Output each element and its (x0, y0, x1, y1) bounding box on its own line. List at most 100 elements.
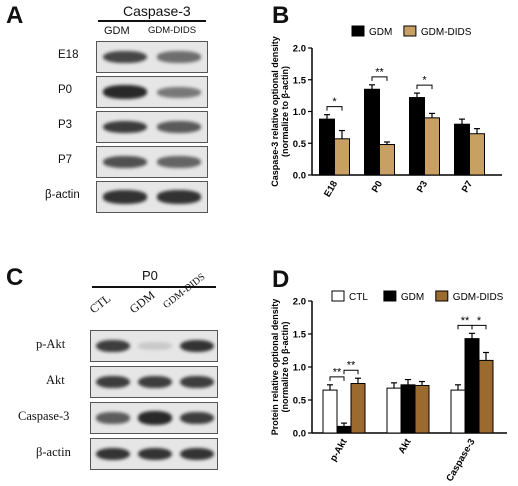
protein-band (103, 85, 147, 99)
y-tick-label: 0.5 (293, 396, 307, 407)
protein-band (138, 411, 172, 425)
y-tick-label: 0.0 (293, 171, 306, 182)
bar (319, 118, 335, 176)
significance-label: * (332, 96, 337, 108)
bar (478, 359, 494, 434)
panel-a-row-label: E18 (58, 49, 79, 61)
y-tick-label: 2.0 (293, 297, 306, 308)
legend-swatch (331, 290, 345, 302)
panel-c-header: P0 (142, 268, 158, 283)
bar (322, 389, 338, 434)
y-axis-label: Protein relative optional density (270, 299, 280, 436)
significance-label: * (422, 75, 427, 87)
bar (400, 384, 416, 434)
protein-band (138, 447, 172, 461)
protein-band (157, 86, 201, 98)
x-tick-label: P0 (370, 179, 385, 195)
protein-band (103, 190, 147, 204)
bar (454, 123, 470, 176)
significance-label: ** (461, 315, 470, 327)
significance-bracket (371, 76, 388, 81)
panel-a-header: Caspase-3 (123, 3, 191, 19)
bar (424, 117, 440, 176)
panel-c-row-label: p-Akt (36, 337, 66, 351)
panel-d-letter: D (272, 266, 290, 293)
panel-c-letter: C (6, 264, 24, 291)
panel-a-column-label: GDM-DIDS (148, 25, 197, 36)
protein-band (96, 339, 130, 353)
panel-c-row-label: Caspase-3 (18, 409, 70, 423)
x-tick-label: Akt (396, 436, 414, 455)
panel-a-row-label: P0 (58, 84, 73, 96)
y-tick-label: 0.0 (293, 429, 306, 440)
y-axis-label: (normalize to β-actin) (280, 66, 290, 157)
protein-band (180, 339, 214, 353)
panel-a-letter: A (6, 2, 24, 29)
protein-band (180, 375, 214, 389)
bar-chart-panel-d: Protein relative optional density (normal… (270, 290, 507, 482)
panel-c-column-label: GDM-DIDS (161, 271, 208, 311)
legend-swatch (383, 290, 397, 302)
x-tick-label: Caspase-3 (444, 437, 477, 482)
protein-band (180, 447, 214, 461)
legend-swatch (351, 25, 365, 37)
panel-a-header-underline (98, 20, 206, 22)
significance-label: * (477, 315, 482, 327)
protein-band (96, 412, 130, 424)
protein-band (96, 447, 130, 461)
panel-c-column-label: CTL (86, 291, 114, 317)
bar (414, 384, 430, 434)
protein-band (157, 51, 201, 63)
significance-bracket (329, 376, 345, 381)
panel-a-row-label: β-actin (45, 189, 80, 201)
legend-swatch (403, 25, 417, 37)
legend-swatch (435, 290, 449, 302)
protein-band (96, 375, 130, 389)
panel-a-column-label: GDM (104, 25, 130, 37)
y-tick-label: 1.0 (293, 107, 306, 118)
bar (464, 338, 480, 434)
y-axis-label: (normalize to β-actin) (280, 321, 290, 412)
legend-label: GDM-DIDS (453, 292, 504, 303)
panel-a-blot-strip (96, 41, 208, 73)
x-tick-label: P3 (415, 179, 430, 195)
bar (386, 387, 402, 434)
panel-a-row-label: P7 (58, 154, 73, 166)
protein-band (138, 375, 172, 389)
bar (450, 389, 466, 434)
panel-c-blot-strip (90, 366, 218, 398)
bar (409, 97, 425, 176)
protein-band (157, 156, 201, 168)
x-tick-label: E18 (322, 179, 340, 199)
x-tick-label: P7 (460, 179, 475, 195)
significance-label: ** (347, 360, 356, 372)
legend-label: CTL (349, 292, 368, 303)
y-tick-label: 0.5 (293, 139, 307, 150)
panel-c-blot-strip (90, 402, 218, 434)
bar (334, 138, 350, 176)
significance-bracket (416, 84, 433, 90)
legend-label: GDM-DIDS (421, 27, 472, 38)
panel-a-blot-strip (96, 146, 208, 178)
bar-chart-panel-b: Caspase-3 relative optional density (norm… (270, 25, 502, 199)
significance-bracket (471, 324, 487, 330)
significance-label: ** (333, 366, 342, 378)
panel-a-blot-strip (96, 111, 208, 143)
protein-band (157, 121, 201, 133)
panel-c-row-label: β-actin (36, 445, 71, 459)
protein-band (157, 190, 201, 204)
panel-a-blot-strip (96, 181, 208, 213)
significance-label: ** (375, 66, 384, 78)
protein-band (103, 50, 147, 64)
protein-band (138, 342, 172, 350)
bar (364, 88, 380, 176)
panel-a-blot-strip (96, 76, 208, 108)
protein-band (180, 411, 214, 425)
y-tick-label: 1.5 (293, 75, 307, 86)
y-axis-label: Caspase-3 relative optional density (270, 36, 280, 187)
bar (350, 383, 366, 434)
panel-c-row-label: Akt (46, 373, 65, 387)
panel-c-header-underline (92, 286, 216, 288)
legend-label: GDM (369, 27, 392, 38)
legend-label: GDM (401, 292, 424, 303)
